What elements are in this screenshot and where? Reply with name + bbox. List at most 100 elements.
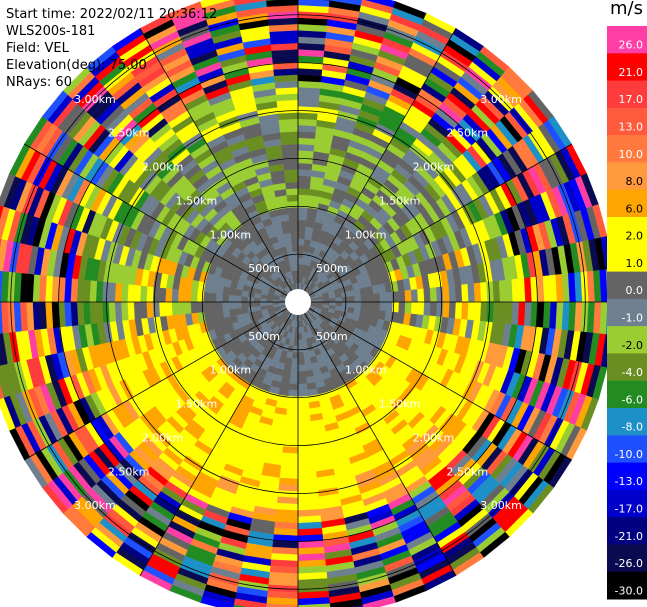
velocity-cell (285, 408, 299, 416)
velocity-cell (448, 301, 457, 319)
range-ring-label: 1.50km (379, 194, 421, 207)
velocity-cell (171, 288, 179, 303)
velocity-cell (152, 286, 160, 303)
velocity-cell (473, 301, 482, 322)
velocity-cell (297, 333, 303, 341)
velocity-cell (348, 295, 356, 303)
colorbar-swatch (607, 135, 647, 163)
velocity-cell (297, 232, 306, 240)
colorbar-swatch (607, 189, 647, 218)
velocity-cell (291, 238, 299, 246)
range-ring-label: 3.00km (480, 499, 522, 512)
colorbar-swatch (607, 380, 647, 409)
velocity-cell (240, 301, 248, 309)
velocity-cell (287, 206, 299, 215)
velocity-cell (284, 175, 299, 183)
velocity-cell (297, 143, 315, 152)
colorbar-swatch (607, 107, 647, 136)
velocity-cell (282, 440, 299, 448)
velocity-cell (297, 206, 309, 215)
velocity-cell (404, 289, 412, 303)
colorbar-tick-label: -10.0 (615, 448, 643, 461)
velocity-cell (281, 452, 299, 461)
velocity-cell (354, 295, 362, 303)
velocity-cell (297, 112, 319, 120)
velocity-cell (290, 232, 299, 240)
velocity-cell (234, 295, 242, 303)
range-ring-label: 500m (316, 262, 348, 275)
velocity-cell (177, 289, 186, 303)
velocity-cell (448, 285, 457, 303)
range-ring-label: 2.50km (108, 465, 150, 478)
velocity-cell (0, 238, 2, 249)
velocity-cell (429, 301, 438, 317)
velocity-cell (280, 458, 299, 467)
velocity-cell (265, 603, 299, 607)
velocity-cell (277, 484, 299, 492)
velocity-cell (234, 307, 243, 316)
velocity-cell (281, 143, 299, 152)
velocity-cell (297, 118, 318, 127)
velocity-cell (278, 477, 299, 486)
velocity-cell (158, 301, 167, 317)
range-ring-label: 2.00km (142, 431, 184, 444)
range-ring-label: 3.00km (74, 93, 116, 106)
velocity-cell (297, 433, 313, 442)
colorbar-tick-label: -21.0 (615, 530, 643, 543)
velocity-cell (297, 213, 308, 221)
velocity-cell (373, 293, 381, 303)
velocity-cell (454, 284, 463, 303)
velocity-cell (266, 0, 299, 7)
velocity-cell (423, 287, 431, 303)
velocity-cell (108, 281, 116, 303)
velocity-cell (281, 446, 299, 454)
velocity-cell (286, 194, 299, 202)
velocity-cell (289, 225, 299, 234)
colorbar-tick-label: 17.0 (619, 93, 644, 106)
velocity-cell (436, 301, 444, 318)
colorbar-tick-label: -4.0 (622, 366, 643, 379)
velocity-cell (461, 283, 469, 303)
velocity-cell (285, 181, 299, 190)
velocity-cell (285, 188, 299, 196)
velocity-cell (297, 377, 307, 385)
velocity-cell (354, 301, 362, 309)
velocity-cell (152, 301, 160, 318)
velocity-cell (398, 301, 406, 314)
range-ring-label: 500m (248, 262, 280, 275)
velocity-cell (429, 287, 438, 303)
velocity-cell (177, 301, 186, 315)
velocity-cell (297, 408, 311, 416)
velocity-cell (417, 301, 425, 316)
velocity-cell (297, 484, 319, 492)
velocity-cell (253, 301, 261, 307)
velocity-cell (303, 351, 311, 359)
velocity-cell (0, 383, 4, 400)
velocity-cell (385, 291, 394, 303)
velocity-cell (291, 352, 299, 360)
velocity-cell (228, 301, 236, 310)
velocity-cell (291, 244, 299, 252)
range-ring-label: 1.00km (345, 364, 387, 377)
colorbar: 26.0 21.0 17.0 13.0 10.0 8.0 6.0 2.0 1.0 0.0 -1.0 -… (607, 26, 647, 600)
velocity-cell (347, 289, 355, 297)
velocity-cell (202, 291, 211, 303)
velocity-cell (202, 301, 211, 313)
velocity-cell (362, 596, 396, 607)
velocity-cell (297, 364, 306, 372)
colorbar-swatch (607, 271, 647, 300)
velocity-cell (278, 118, 299, 127)
velocity-cell (190, 290, 198, 303)
velocity-cell (297, 124, 317, 133)
velocity-cell (347, 604, 364, 607)
colorbar-tick-label: -2.0 (622, 339, 643, 352)
velocity-cell (348, 301, 356, 309)
velocity-cell (120, 301, 129, 321)
range-ring-label: 500m (316, 330, 348, 343)
colorbar-swatch (607, 326, 647, 354)
velocity-cell (284, 421, 299, 429)
range-ring-label: 2.50km (447, 465, 489, 478)
colorbar-tick-label: -6.0 (622, 393, 643, 406)
velocity-cell (228, 294, 236, 303)
